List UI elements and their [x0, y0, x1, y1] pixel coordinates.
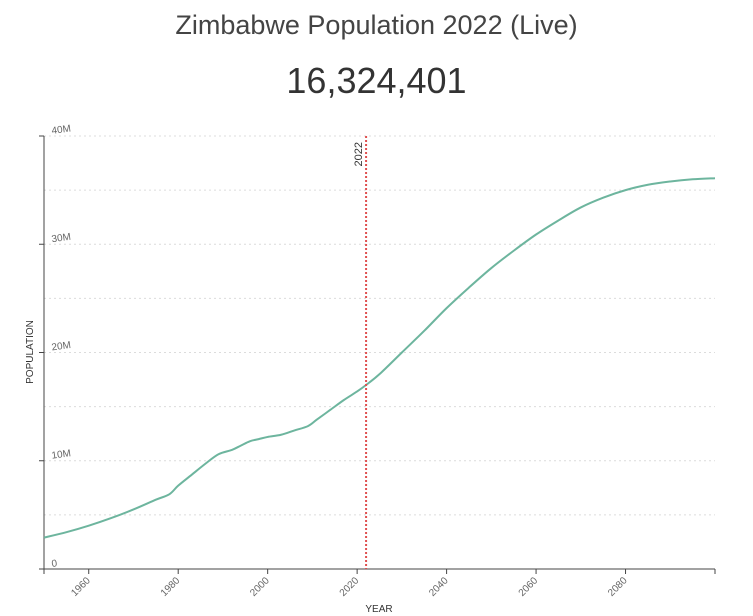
x-axis-ticks: 1960 1980 2000 2020 2040 2060 2080 [43, 569, 716, 599]
x-tick-label: 1980 [159, 575, 183, 599]
current-year-marker-label: 2022 [353, 142, 365, 166]
x-tick-label: 2060 [517, 575, 541, 599]
y-tick-label: 30M [51, 232, 72, 246]
grid-lines [44, 135, 715, 516]
x-tick-label: 2080 [606, 575, 630, 599]
x-tick-label: 2000 [248, 575, 272, 599]
x-axis-title: YEAR [365, 604, 392, 615]
population-series-line[interactable] [43, 177, 716, 539]
x-tick-label: 1960 [69, 575, 93, 599]
y-tick-label: 20M [51, 340, 72, 354]
y-axis-ticks: 0 10M 20M 30M 40M [39, 123, 72, 570]
x-tick-label: 2040 [427, 575, 451, 599]
y-tick-label: 0 [51, 558, 58, 570]
y-tick-label: 10M [51, 448, 72, 462]
x-tick-label: 2020 [338, 575, 362, 599]
page-title: Zimbabwe Population 2022 (Live) [175, 10, 578, 40]
y-tick-label: 40M [51, 123, 72, 137]
live-population-counter: 16,324,401 [286, 60, 467, 101]
y-axis-title: POPULATION [25, 320, 36, 384]
